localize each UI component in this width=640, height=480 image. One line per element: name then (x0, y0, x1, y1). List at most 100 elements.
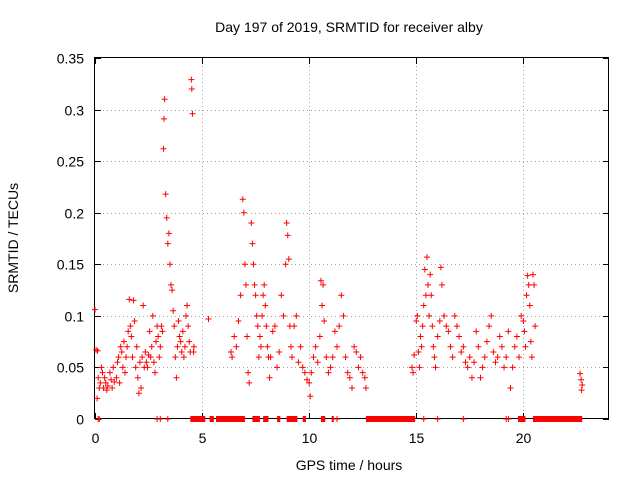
y-axis-label: SRMTID / TECUs (5, 183, 21, 293)
data-point (329, 354, 336, 361)
data-point (317, 277, 324, 284)
data-point (102, 379, 109, 386)
data-point (334, 416, 341, 422)
data-point (227, 348, 234, 355)
data-point (205, 315, 212, 322)
data-point (151, 369, 158, 376)
data-point (173, 374, 180, 381)
data-point (312, 343, 319, 350)
y-tick-label: 0.1 (65, 309, 85, 325)
data-point (264, 343, 271, 350)
data-point (460, 416, 467, 422)
data-point (420, 416, 427, 422)
data-point (349, 385, 355, 392)
data-point (342, 354, 349, 361)
data-point (175, 318, 182, 325)
data-point (162, 191, 169, 198)
data-point (249, 240, 256, 247)
y-tick-label: 0.2 (65, 206, 85, 222)
data-point (331, 328, 338, 335)
data-point (522, 343, 529, 350)
data-point (257, 343, 264, 350)
x-tick-labels: 0 5 10 15 20 (92, 430, 532, 446)
data-point (163, 214, 170, 221)
data-point (295, 359, 302, 366)
data-point (320, 281, 327, 288)
data-point (134, 374, 141, 381)
data-point (242, 281, 249, 288)
data-point (511, 343, 518, 350)
data-point (240, 209, 247, 216)
data-point (254, 323, 261, 330)
zero-value-run (517, 416, 526, 422)
data-point (483, 338, 490, 345)
data-point (113, 374, 120, 381)
data-point (157, 416, 164, 422)
data-point (168, 281, 175, 288)
data-point (306, 379, 313, 386)
data-point (456, 333, 463, 340)
data-point (529, 271, 536, 278)
data-point (179, 328, 186, 335)
data-point (117, 343, 124, 350)
data-point (509, 364, 516, 371)
data-point (468, 374, 475, 381)
data-point (301, 369, 308, 376)
zero-value-run (532, 416, 583, 422)
data-point (488, 312, 495, 319)
data-point (111, 378, 118, 385)
data-point (471, 359, 478, 366)
data-point (422, 292, 429, 299)
data-point (490, 348, 497, 355)
zero-value-run (216, 416, 245, 422)
data-point (355, 364, 362, 371)
data-point (93, 346, 100, 353)
zero-value-run (286, 416, 298, 422)
data-point (184, 302, 191, 309)
data-point (98, 364, 105, 371)
data-point (415, 348, 422, 355)
data-point (190, 343, 197, 350)
data-point (304, 376, 311, 383)
data-point (307, 393, 314, 400)
data-point (160, 145, 167, 152)
zero-value-run (320, 416, 326, 422)
data-point (319, 302, 326, 309)
y-tick-label: 0.3 (65, 103, 85, 119)
data-point (418, 343, 425, 350)
data-point (527, 338, 534, 345)
data-point (505, 416, 512, 422)
data-point (169, 287, 176, 294)
zero-value-run (263, 416, 269, 422)
data-point (578, 376, 585, 383)
data-point (190, 348, 197, 355)
data-point (460, 343, 467, 350)
data-point (164, 240, 171, 247)
data-point (280, 312, 287, 319)
data-point (479, 364, 486, 371)
data-point (357, 354, 364, 361)
data-point (160, 115, 167, 122)
data-point (411, 352, 418, 359)
data-point (441, 312, 448, 319)
data-point (158, 323, 165, 330)
data-point (186, 338, 193, 345)
data-point (126, 296, 133, 303)
data-point (139, 354, 146, 361)
data-point (92, 306, 98, 313)
data-point (95, 374, 102, 381)
data-point (259, 312, 266, 319)
data-point (155, 333, 162, 340)
data-point (159, 328, 166, 335)
data-point (408, 364, 415, 371)
data-point (121, 369, 128, 376)
data-point (166, 261, 173, 268)
data-point (413, 318, 420, 325)
data-point (132, 364, 139, 371)
data-point (282, 261, 289, 268)
data-point (323, 354, 330, 361)
data-point (578, 387, 585, 394)
data-point (274, 364, 281, 371)
data-point (109, 385, 116, 392)
data-point (133, 343, 140, 350)
